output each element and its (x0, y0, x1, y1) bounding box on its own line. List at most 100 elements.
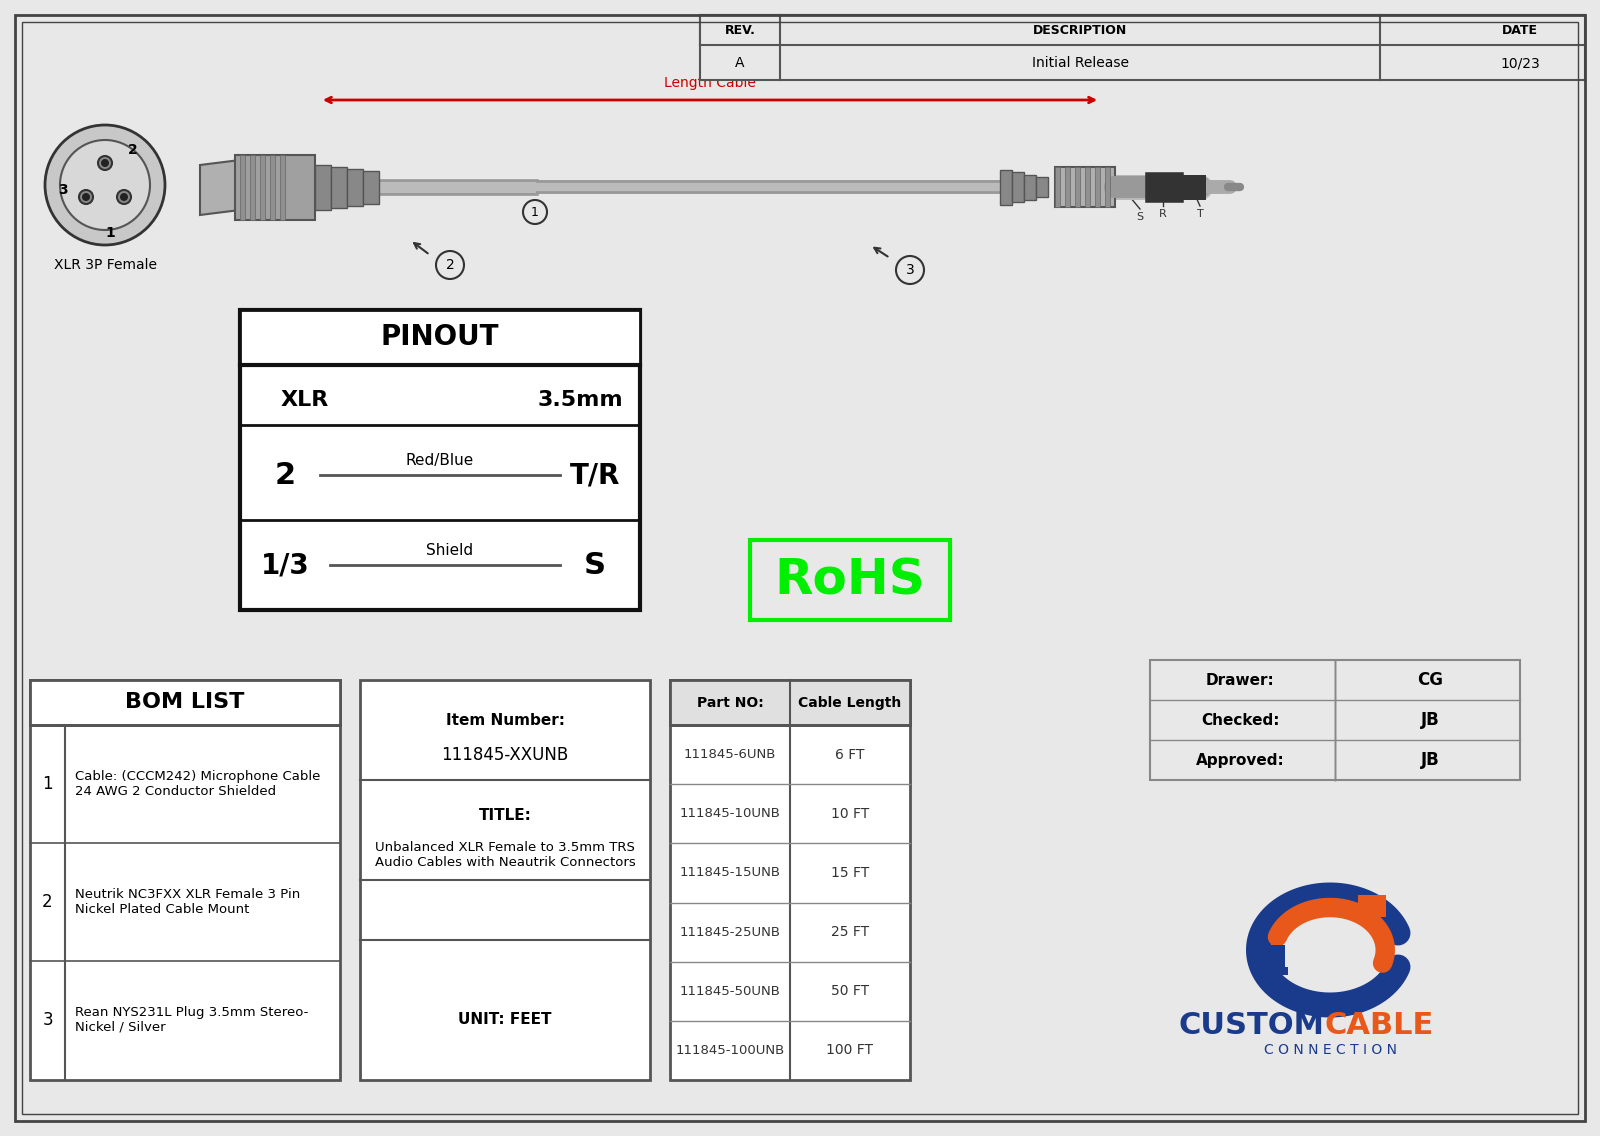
Bar (1013, 172, 1024, 202)
Text: Part NO:: Part NO: (696, 695, 763, 710)
Text: RoHS: RoHS (774, 556, 925, 604)
Text: Shield: Shield (427, 543, 474, 558)
Text: C O N N E C T I O N: C O N N E C T I O N (1264, 1043, 1397, 1056)
Text: 50 FT: 50 FT (830, 984, 869, 999)
Text: Checked:: Checked: (1200, 712, 1280, 727)
Text: Approved:: Approved: (1195, 752, 1285, 768)
Text: JB: JB (1421, 751, 1440, 769)
Circle shape (78, 190, 93, 204)
Bar (363, 172, 379, 204)
Bar (701, 15, 1586, 80)
Bar (1150, 660, 1520, 780)
Circle shape (117, 190, 131, 204)
Text: Cable Length: Cable Length (798, 695, 902, 710)
Text: R: R (1158, 209, 1166, 219)
Circle shape (435, 251, 464, 279)
Text: 1/3: 1/3 (261, 551, 309, 579)
Bar (347, 169, 363, 206)
Text: 3.5mm: 3.5mm (538, 390, 622, 410)
Text: BOM LIST: BOM LIST (125, 692, 245, 712)
Text: 10 FT: 10 FT (830, 807, 869, 820)
Bar (1262, 975, 1278, 987)
Text: Length Cable: Length Cable (664, 76, 755, 90)
Text: Unbalanced XLR Female to 3.5mm TRS
Audio Cables with Neautrik Connectors: Unbalanced XLR Female to 3.5mm TRS Audio… (374, 841, 635, 869)
Text: TITLE:: TITLE: (478, 808, 531, 822)
Text: 3: 3 (58, 183, 67, 197)
Text: 15 FT: 15 FT (830, 866, 869, 880)
Circle shape (120, 193, 128, 201)
Text: 2: 2 (128, 143, 138, 157)
Text: 111845-100UNB: 111845-100UNB (675, 1044, 784, 1056)
Bar (1251, 967, 1288, 975)
Bar (1037, 177, 1048, 197)
Text: 111845-15UNB: 111845-15UNB (680, 867, 781, 879)
Bar (259, 154, 266, 220)
Text: REV.: REV. (725, 24, 755, 36)
Text: 111845-50UNB: 111845-50UNB (680, 985, 781, 997)
Text: Cable: (CCCM242) Microphone Cable
24 AWG 2 Conductor Shielded: Cable: (CCCM242) Microphone Cable 24 AWG… (75, 770, 320, 797)
Bar (270, 154, 275, 220)
Bar (701, 15, 1586, 45)
Circle shape (896, 256, 925, 284)
Text: 1: 1 (531, 206, 539, 218)
Text: Neutrik NC3FXX XLR Female 3 Pin
Nickel Plated Cable Mount: Neutrik NC3FXX XLR Female 3 Pin Nickel P… (75, 888, 301, 916)
Circle shape (101, 159, 109, 167)
Text: Red/Blue: Red/Blue (406, 452, 474, 468)
Bar (1358, 895, 1386, 917)
Text: S: S (584, 551, 606, 579)
Text: S: S (1136, 212, 1144, 222)
Circle shape (523, 200, 547, 224)
Bar (315, 165, 331, 210)
Circle shape (98, 156, 112, 170)
Polygon shape (200, 160, 240, 215)
Bar (1066, 167, 1070, 207)
Text: A: A (736, 56, 744, 70)
Text: UNIT: FEET: UNIT: FEET (458, 1012, 552, 1027)
Text: Initial Release: Initial Release (1032, 56, 1128, 70)
Text: 1: 1 (106, 226, 115, 240)
Text: Rean NYS231L Plug 3.5mm Stereo-
Nickel / Silver: Rean NYS231L Plug 3.5mm Stereo- Nickel /… (75, 1006, 309, 1034)
Bar (240, 310, 640, 610)
Text: 3: 3 (906, 264, 914, 277)
Text: 6 FT: 6 FT (835, 747, 864, 761)
Text: 111845-25UNB: 111845-25UNB (680, 926, 781, 938)
Bar (670, 680, 910, 1080)
Circle shape (61, 140, 150, 229)
Bar (240, 310, 640, 365)
Text: XLR 3P Female: XLR 3P Female (53, 258, 157, 272)
Circle shape (45, 125, 165, 245)
Text: 2: 2 (446, 258, 454, 272)
Text: 3: 3 (42, 1011, 53, 1029)
Bar (1254, 945, 1285, 975)
Text: 111845-6UNB: 111845-6UNB (683, 749, 776, 761)
Text: 111845-10UNB: 111845-10UNB (680, 808, 781, 820)
Circle shape (82, 193, 90, 201)
Text: CG: CG (1418, 671, 1443, 690)
Text: PINOUT: PINOUT (381, 323, 499, 351)
Bar (235, 154, 315, 220)
Bar (30, 680, 339, 1080)
Text: CABLE: CABLE (1325, 1011, 1434, 1039)
Text: Drawer:: Drawer: (1206, 673, 1274, 687)
Text: 10/23: 10/23 (1501, 56, 1539, 70)
Bar (1106, 167, 1110, 207)
Bar (1085, 167, 1090, 207)
Text: 111845-XXUNB: 111845-XXUNB (442, 746, 568, 765)
Bar (1365, 917, 1378, 927)
Text: T/R: T/R (570, 461, 621, 488)
Text: CUSTOM: CUSTOM (1179, 1011, 1325, 1039)
Text: XLR: XLR (282, 390, 330, 410)
Text: T: T (1197, 209, 1203, 219)
Text: 25 FT: 25 FT (830, 925, 869, 939)
Bar (360, 680, 650, 1080)
Text: DATE: DATE (1502, 24, 1538, 36)
Text: 1: 1 (42, 775, 53, 793)
Bar (250, 154, 254, 220)
Bar (331, 167, 347, 208)
Bar (1054, 167, 1115, 207)
Bar (1094, 167, 1101, 207)
Bar (1075, 167, 1080, 207)
Bar (1024, 175, 1037, 200)
Bar (1000, 170, 1013, 204)
Bar (30, 680, 339, 725)
